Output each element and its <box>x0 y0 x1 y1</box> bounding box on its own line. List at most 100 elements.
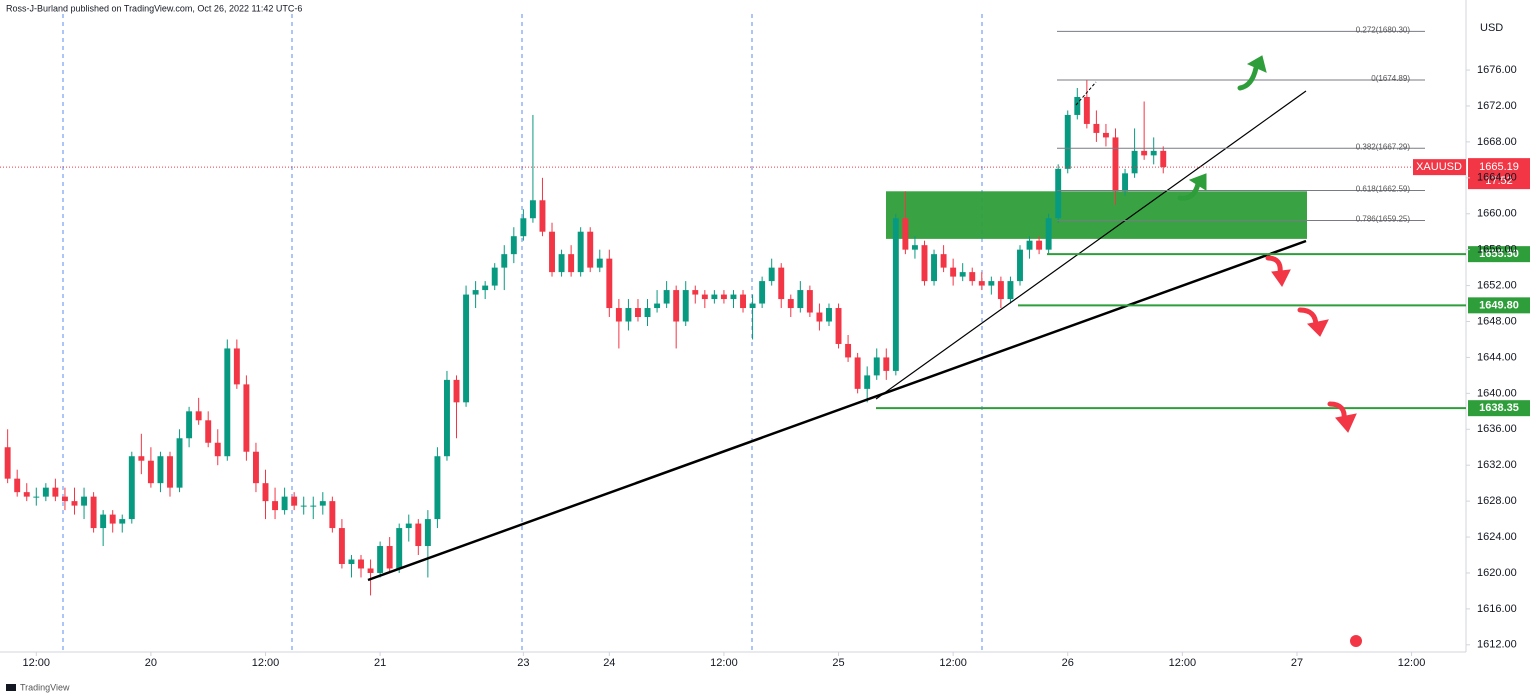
candle-body <box>233 348 240 385</box>
candle-body <box>167 456 173 488</box>
candle-body <box>396 528 403 569</box>
candle-body <box>826 308 832 322</box>
candle-body <box>720 294 727 300</box>
candle-body <box>1160 150 1167 168</box>
candle-body <box>100 514 107 529</box>
candle-body <box>272 501 279 511</box>
candle-body <box>902 218 909 250</box>
candle-body <box>463 294 470 403</box>
candle-body <box>931 254 937 282</box>
candle-body <box>759 281 766 304</box>
candle-body <box>806 290 813 313</box>
candle-body <box>892 218 899 371</box>
level-box <box>1468 297 1530 314</box>
candle-body <box>491 267 498 286</box>
candle-body <box>252 451 259 484</box>
currency: USD <box>1480 22 1503 34</box>
candle-body <box>940 254 947 268</box>
candle-body <box>444 379 450 457</box>
candle-body <box>214 442 221 457</box>
candle-body <box>873 357 880 376</box>
candle-body <box>1007 281 1014 300</box>
symbol-box <box>1413 159 1466 176</box>
candle-body <box>329 501 336 529</box>
candle-body <box>816 312 823 322</box>
candle-body <box>854 357 861 389</box>
y-tick-label: 1636.00 <box>1477 423 1517 435</box>
candle-body <box>138 456 145 461</box>
candle-body <box>1131 150 1138 174</box>
y-tick-label: 1616.00 <box>1477 603 1517 615</box>
last-price-label: 1665.19 <box>1479 161 1519 173</box>
candle-body <box>319 501 326 506</box>
candle-body <box>434 456 441 520</box>
candle-body <box>176 438 183 488</box>
candle-body <box>950 267 957 277</box>
x-tick-label: 24 <box>603 657 615 669</box>
candle-body <box>71 501 78 506</box>
symbol-label: XAUUSD <box>1416 161 1462 173</box>
candle-body <box>1074 96 1081 115</box>
candle-body <box>682 290 689 322</box>
candle-body <box>33 496 40 498</box>
candle-body <box>988 281 995 286</box>
candle-body <box>1026 240 1033 250</box>
candle-body <box>969 272 976 282</box>
candle-body <box>787 299 794 309</box>
candle-body <box>615 308 622 322</box>
candle-body <box>1122 173 1129 192</box>
x-tick-label: 12:00 <box>939 657 967 669</box>
y-tick-label: 1612.00 <box>1477 639 1517 651</box>
session-separators <box>62 14 983 652</box>
y-tick-label: 1644.00 <box>1477 351 1517 363</box>
candle-body <box>119 519 126 524</box>
y-tick-label: 1672.00 <box>1477 100 1517 112</box>
candle-body <box>529 200 536 219</box>
candle-body <box>778 267 785 300</box>
candle-body <box>472 290 479 295</box>
candle-body <box>587 231 594 268</box>
candle-body <box>338 528 345 564</box>
candle-body <box>147 460 154 484</box>
candle-body <box>42 487 49 497</box>
candle-body <box>186 411 193 439</box>
candle-body <box>1112 137 1119 192</box>
candle-body <box>52 487 59 497</box>
candle-body <box>959 272 966 277</box>
x-tick-label: 12:00 <box>23 657 51 669</box>
candle-body <box>482 285 489 291</box>
level-box <box>1468 246 1530 263</box>
flag-icon <box>1350 635 1362 647</box>
y-tick-label: 1632.00 <box>1477 459 1517 471</box>
candle-body <box>281 496 288 511</box>
candle-body <box>997 281 1004 300</box>
candle-body <box>1150 150 1157 156</box>
candle-body <box>157 456 164 484</box>
level-label: 1655.50 <box>1479 248 1519 260</box>
candle-body <box>291 496 298 506</box>
candle-body <box>415 523 422 547</box>
candle-body <box>883 357 890 371</box>
candle-body <box>596 258 603 268</box>
candle-body <box>625 308 632 322</box>
candle-body <box>300 505 307 507</box>
arrows <box>1177 55 1357 433</box>
fib-label: 0(1674.89) <box>1371 74 1410 83</box>
y-tick-label: 1656.00 <box>1477 244 1517 256</box>
candle-body <box>568 254 575 273</box>
candle-body <box>61 496 68 502</box>
candle-body <box>310 505 317 507</box>
candle-body <box>81 496 88 506</box>
y-tick-label: 1640.00 <box>1477 387 1517 399</box>
candle-body <box>1064 114 1071 169</box>
candle-body <box>577 231 584 273</box>
candle-body <box>797 290 804 309</box>
y-tick-label: 1648.00 <box>1477 315 1517 327</box>
candle-body <box>711 294 718 300</box>
x-tick-label: 12:00 <box>1169 657 1197 669</box>
x-tick-label: 20 <box>145 657 157 669</box>
y-tick-label: 1652.00 <box>1477 279 1517 291</box>
y-tick-label: 1676.00 <box>1477 64 1517 76</box>
y-tick-label: 1620.00 <box>1477 567 1517 579</box>
